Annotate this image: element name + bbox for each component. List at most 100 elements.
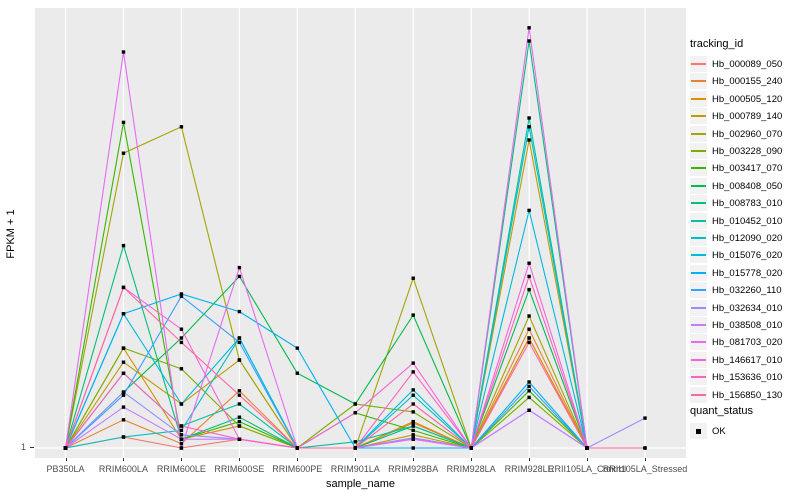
x-axis-tick-mark bbox=[355, 458, 357, 461]
legend-key-box bbox=[690, 177, 707, 194]
data-point bbox=[527, 116, 531, 120]
x-axis-tick-label: RRIM600LA bbox=[98, 464, 148, 474]
x-axis-tick-label: RRIM600SE bbox=[214, 464, 265, 474]
data-point bbox=[411, 361, 415, 365]
legend-key-box bbox=[690, 73, 707, 90]
x-axis-tick-mark bbox=[297, 458, 299, 461]
data-point bbox=[527, 287, 531, 292]
legend-label: Hb_000155_240 bbox=[712, 76, 783, 88]
legend-label: Hb_038508_010 bbox=[712, 320, 783, 331]
legend-key-box bbox=[690, 351, 707, 368]
series-line-Hb_146617_010 bbox=[64, 261, 588, 450]
x-axis-tick-mark bbox=[413, 458, 415, 461]
data-point bbox=[121, 346, 126, 350]
x-axis-tick-mark bbox=[239, 458, 241, 461]
series-line-Hb_032260_110 bbox=[65, 295, 588, 449]
legend-label: Hb_015778_020 bbox=[712, 267, 783, 279]
legend-label: Hb_032634_010 bbox=[712, 302, 783, 314]
legend-line-swatch bbox=[691, 202, 706, 205]
data-point bbox=[121, 418, 126, 422]
data-point bbox=[179, 441, 184, 446]
data-point bbox=[527, 274, 531, 279]
data-point bbox=[237, 265, 242, 270]
legend-key-box bbox=[690, 195, 707, 212]
legend-key-box bbox=[690, 386, 707, 403]
data-point bbox=[237, 389, 242, 393]
legend-key-box bbox=[690, 334, 707, 351]
data-point bbox=[237, 393, 242, 397]
legend-key-box bbox=[690, 230, 707, 246]
legend-key-box bbox=[690, 423, 707, 439]
data-point bbox=[411, 419, 415, 424]
data-point bbox=[237, 424, 242, 428]
legend-line-swatch bbox=[691, 115, 706, 118]
data-point bbox=[121, 50, 126, 54]
series-line-Hb_008408_050 bbox=[65, 275, 588, 450]
data-point bbox=[411, 410, 415, 414]
legend-line-swatch bbox=[691, 306, 706, 309]
data-point bbox=[237, 336, 242, 340]
x-axis-tick-mark bbox=[471, 458, 473, 461]
legend-label: Hb_032260_110 bbox=[712, 285, 782, 297]
x-axis-tick-mark bbox=[123, 458, 125, 461]
legend-label: Hb_008408_050 bbox=[712, 180, 783, 192]
data-point bbox=[63, 446, 68, 450]
legend-line-swatch bbox=[691, 271, 706, 274]
data-point bbox=[121, 360, 126, 364]
legend-line-swatch bbox=[691, 376, 706, 379]
data-point bbox=[237, 415, 242, 419]
x-axis-tick-label: RRIM600PE bbox=[272, 464, 323, 474]
x-axis-tick-mark bbox=[65, 458, 67, 461]
x-axis-tick-mark bbox=[529, 458, 531, 461]
legend-panel: tracking_id Hb_000089_050 Hb_000155_240 Hb… bbox=[690, 0, 800, 500]
data-point bbox=[411, 370, 415, 374]
legend-line-swatch bbox=[691, 132, 706, 135]
data-point bbox=[411, 433, 415, 437]
data-point bbox=[411, 276, 415, 280]
data-point bbox=[121, 435, 126, 439]
data-point bbox=[295, 346, 299, 350]
data-point bbox=[179, 437, 184, 441]
data-point bbox=[237, 274, 242, 279]
x-axis-tick-label: RRIM928LA bbox=[446, 464, 496, 474]
legend-key-box bbox=[690, 90, 707, 107]
legend-key-box bbox=[690, 369, 707, 386]
series-line-Hb_000505_120 bbox=[65, 336, 588, 449]
data-point bbox=[121, 120, 126, 125]
legend-label: Hb_156850_130 bbox=[712, 389, 783, 401]
data-point bbox=[179, 327, 184, 331]
x-axis-tick-label: RRIM600LE bbox=[156, 464, 206, 474]
y-axis-title: FPKM + 1 bbox=[5, 209, 17, 259]
ok-square-point-icon bbox=[696, 429, 701, 434]
data-point bbox=[527, 39, 531, 43]
legend-key-box bbox=[690, 143, 707, 159]
x-axis-tick-label: RRIM928LE bbox=[504, 464, 554, 474]
x-axis-tick-mark bbox=[587, 458, 589, 461]
legend-label: Hb_015076_020 bbox=[712, 250, 783, 262]
legend-line-swatch bbox=[691, 254, 706, 257]
data-point bbox=[643, 416, 647, 420]
series-line-Hb_000089_050 bbox=[65, 336, 588, 449]
data-point bbox=[179, 292, 184, 296]
data-point bbox=[527, 340, 531, 345]
data-point bbox=[179, 125, 184, 129]
legend-label: Hb_008783_010 bbox=[712, 198, 783, 210]
data-point bbox=[121, 405, 126, 409]
legend-line-swatch bbox=[691, 184, 706, 187]
data-point bbox=[411, 388, 415, 392]
plot-panel bbox=[35, 8, 686, 458]
data-point bbox=[585, 446, 589, 450]
data-point bbox=[527, 408, 531, 412]
data-point bbox=[237, 309, 242, 314]
legend-line-swatch bbox=[691, 341, 706, 344]
legend-label: Hb_146617_010 bbox=[712, 354, 783, 366]
data-point bbox=[179, 433, 184, 437]
legend-line-swatch bbox=[691, 324, 706, 326]
data-point bbox=[179, 446, 184, 450]
series-line-Hb_008783_010 bbox=[64, 40, 588, 449]
x-axis-tick-mark bbox=[645, 458, 646, 461]
data-point bbox=[353, 411, 357, 415]
legend-key-box bbox=[690, 264, 707, 281]
data-point bbox=[353, 446, 357, 450]
